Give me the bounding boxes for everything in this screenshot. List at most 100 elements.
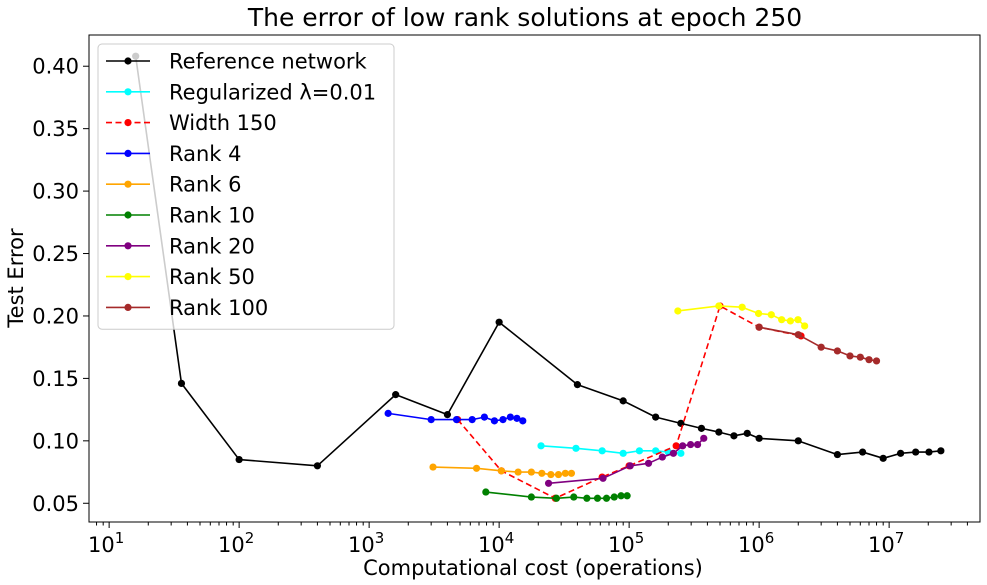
legend-marker xyxy=(124,273,132,281)
series-1 xyxy=(537,442,685,457)
data-point xyxy=(527,468,535,476)
data-point xyxy=(602,494,611,502)
data-point xyxy=(495,318,503,326)
series-8 xyxy=(755,323,881,365)
data-point xyxy=(679,442,687,450)
data-point xyxy=(538,469,546,477)
data-point xyxy=(730,432,738,440)
data-point xyxy=(392,391,400,399)
y-tick-label: 0.35 xyxy=(32,117,79,141)
y-axis-label: Test Error xyxy=(4,228,28,329)
data-point xyxy=(544,479,553,487)
data-point xyxy=(697,424,706,432)
legend-label: Rank 50 xyxy=(169,265,255,289)
series-7 xyxy=(674,302,809,330)
data-point xyxy=(572,444,580,452)
data-point xyxy=(794,331,802,339)
data-point xyxy=(610,493,618,501)
data-point xyxy=(567,469,576,477)
series-3 xyxy=(384,409,527,425)
data-point xyxy=(561,469,569,477)
data-point xyxy=(715,428,723,436)
data-point xyxy=(833,450,842,459)
legend-label: Rank 10 xyxy=(169,204,255,228)
data-point xyxy=(652,447,660,455)
series-line xyxy=(457,305,802,500)
data-point xyxy=(619,397,627,405)
data-point xyxy=(497,467,505,475)
data-point xyxy=(490,417,499,425)
legend-label: Reference network xyxy=(169,50,368,74)
data-point xyxy=(480,413,488,421)
y-tick-label: 0.10 xyxy=(32,429,79,453)
data-point xyxy=(519,417,527,425)
legend-label: Rank 100 xyxy=(169,296,268,320)
data-point xyxy=(482,488,490,496)
x-tick-label: 105 xyxy=(608,529,644,557)
data-point xyxy=(583,494,591,502)
data-point xyxy=(658,453,666,461)
data-point xyxy=(427,416,435,424)
legend-box xyxy=(97,43,395,330)
data-point xyxy=(817,343,825,351)
y-axis: 0.05 0.10 0.15 0.20 0.25 0.30 0.35 0.40 xyxy=(32,55,89,516)
data-point xyxy=(846,352,854,360)
data-point xyxy=(937,447,945,455)
data-point xyxy=(833,347,842,355)
data-point xyxy=(472,464,481,472)
legend-marker xyxy=(124,57,132,65)
data-point xyxy=(925,448,933,456)
legend-marker xyxy=(124,180,132,188)
legend-label: Rank 4 xyxy=(169,142,242,166)
y-tick-label: 0.30 xyxy=(32,180,79,204)
legend-marker xyxy=(124,149,132,157)
data-point xyxy=(865,356,873,364)
series-4 xyxy=(429,463,576,479)
data-point xyxy=(856,353,864,361)
y-tick-label: 0.20 xyxy=(32,304,79,328)
data-point xyxy=(443,411,452,419)
data-point xyxy=(896,449,905,457)
legend-item: Regularized λ=0.01 xyxy=(106,80,376,104)
data-point xyxy=(767,311,775,319)
data-point xyxy=(617,492,625,500)
legend-marker xyxy=(124,303,132,311)
data-point xyxy=(235,455,243,464)
data-point xyxy=(715,302,723,310)
data-point xyxy=(755,434,763,442)
data-point xyxy=(644,459,653,467)
data-point xyxy=(879,454,887,462)
legend-item: Rank 6 xyxy=(106,173,242,197)
data-point xyxy=(755,323,763,331)
y-tick-label: 0.15 xyxy=(32,367,79,391)
data-point xyxy=(537,442,545,450)
legend-item: Rank 10 xyxy=(106,204,255,228)
data-point xyxy=(554,470,563,479)
data-point xyxy=(669,449,677,457)
legend-label: Width 150 xyxy=(169,111,277,135)
chart-title: The error of low rank solutions at epoch… xyxy=(247,3,802,32)
y-tick-label: 0.25 xyxy=(32,242,79,266)
data-point xyxy=(626,462,634,470)
x-tick-label: 101 xyxy=(88,529,124,557)
data-point xyxy=(872,357,881,365)
data-point xyxy=(384,409,392,417)
data-point xyxy=(468,416,476,424)
x-tick-label: 104 xyxy=(478,529,514,557)
data-point xyxy=(598,447,606,455)
legend-item: Rank 100 xyxy=(106,296,268,320)
legend-item: Width 150 xyxy=(106,111,277,135)
legend-marker xyxy=(124,242,132,250)
legend-label: Regularized λ=0.01 xyxy=(169,80,376,104)
y-tick-label: 0.40 xyxy=(32,55,79,79)
data-point xyxy=(177,379,186,387)
legend-item: Rank 20 xyxy=(106,234,255,258)
series-layer xyxy=(132,52,945,502)
legend-marker xyxy=(124,119,132,127)
data-point xyxy=(599,474,607,482)
data-point xyxy=(573,381,582,389)
data-point xyxy=(593,494,602,502)
data-point xyxy=(674,307,682,315)
x-axis-label: Computational cost (operations) xyxy=(363,556,703,580)
